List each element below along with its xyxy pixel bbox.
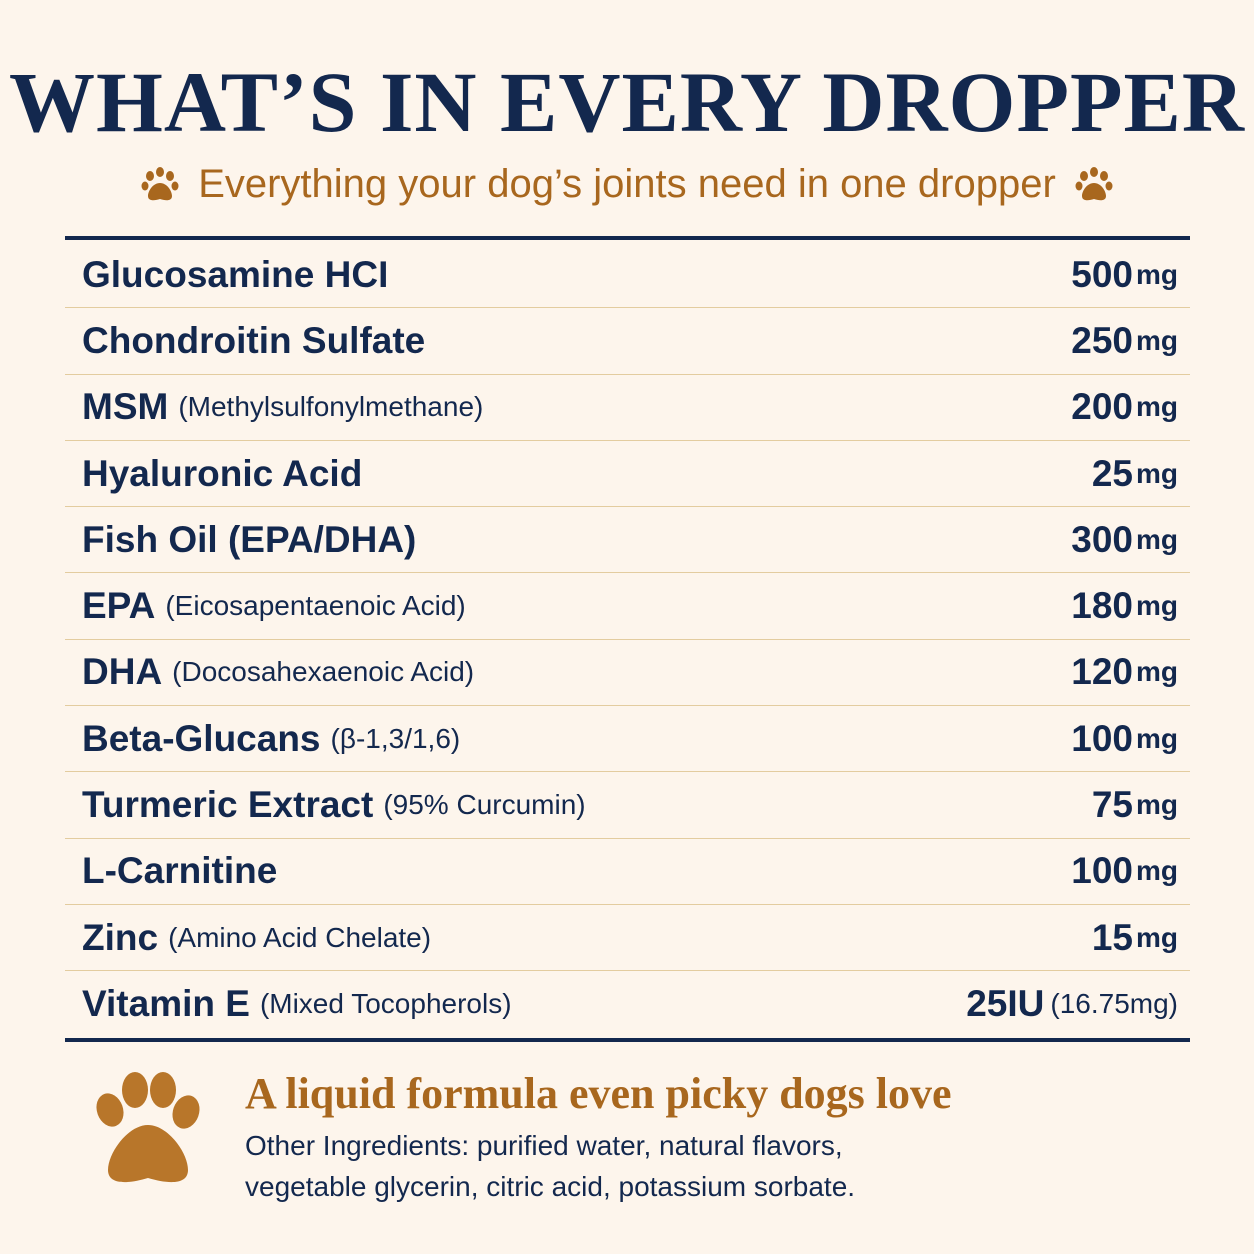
ingredient-unit: mg <box>1136 590 1178 622</box>
ingredient-amount: 25IU <box>966 983 1045 1025</box>
ingredient-unit: mg <box>1136 523 1178 555</box>
ingredient-name: Hyaluronic Acid <box>82 452 363 494</box>
footer-heading: A liquid formula even picky dogs love <box>245 1069 952 1118</box>
ingredient-amount: 500 <box>1071 253 1133 295</box>
top-rule <box>65 236 1190 240</box>
ingredient-name: Fish Oil (EPA/DHA) <box>82 518 417 560</box>
paw-icon <box>141 166 179 200</box>
ingredient-row: Turmeric Extract (95% Curcumin) 75 mg <box>65 772 1190 839</box>
ingredient-detail: (Eicosapentaenoic Acid) <box>165 590 466 622</box>
ingredient-row: MSM (Methylsulfonylmethane) 200 mg <box>65 375 1190 441</box>
ingredient-row: Vitamin E (Mixed Tocopherols) 25IU (16.75mg… <box>65 971 1190 1037</box>
ingredient-amount: 200 <box>1071 386 1133 428</box>
ingredient-row: Zinc (Amino Acid Chelate) 15 mg <box>65 905 1190 972</box>
ingredient-unit: mg <box>1136 324 1178 356</box>
ingredient-row: DHA (Docosahexaenoic Acid) 120 mg <box>65 640 1190 707</box>
ingredient-table: Glucosamine HCI 500 mg Chondroitin Sulfate 2… <box>65 242 1190 1038</box>
ingredient-row: Hyaluronic Acid 25 mg <box>65 441 1190 508</box>
ingredient-row: Glucosamine HCI 500 mg <box>65 242 1190 309</box>
footer-line: vegetable glycerin, citric acid, potassi… <box>245 1171 856 1202</box>
paw-logo <box>96 1072 200 1183</box>
ingredient-unit: mg <box>1136 258 1178 290</box>
ingredient-amount: 25 <box>1091 452 1133 494</box>
ingredient-amount: 15 <box>1091 916 1133 958</box>
ingredient-detail: (95% Curcumin) <box>383 789 586 821</box>
ingredient-detail: (Docosahexaenoic Acid) <box>172 656 475 688</box>
ingredient-row: Fish Oil (EPA/DHA) 300 mg <box>65 507 1190 574</box>
ingredient-name: MSM <box>82 386 169 428</box>
ingredient-unit: mg <box>1136 656 1178 688</box>
ingredient-unit: mg <box>1136 391 1178 423</box>
title: WHAT’S IN EVERY DROPPER <box>9 54 1245 150</box>
ingredient-name: EPA <box>82 585 156 627</box>
bottom-rule <box>65 1038 1190 1042</box>
ingredient-name: Vitamin E <box>82 983 250 1025</box>
ingredient-name: Zinc <box>82 916 159 958</box>
ingredient-amount: 300 <box>1071 518 1133 560</box>
ingredient-name: Chondroitin Sulfate <box>82 319 426 361</box>
ingredient-unit: mg <box>1136 855 1178 887</box>
ingredient-unit: mg <box>1136 457 1178 489</box>
ingredient-unit: (16.75mg) <box>1050 988 1178 1020</box>
subtitle: Everything your dog’s joints need in one… <box>198 162 1056 206</box>
ingredient-row: Chondroitin Sulfate 250 mg <box>65 308 1190 375</box>
ingredient-amount: 100 <box>1071 717 1133 759</box>
ingredient-detail: (β-1,3/1,6) <box>330 722 461 754</box>
ingredient-amount: 100 <box>1071 850 1133 892</box>
ingredient-name: Turmeric Extract <box>82 784 374 826</box>
ingredient-amount: 180 <box>1071 585 1133 627</box>
ingredient-amount: 250 <box>1071 319 1133 361</box>
ingredient-detail: (Amino Acid Chelate) <box>168 921 432 953</box>
ingredient-row: L-Carnitine 100 mg <box>65 839 1190 905</box>
ingredient-row: EPA (Eicosapentaenoic Acid) 180 mg <box>65 573 1190 640</box>
ingredient-name: DHA <box>82 651 163 693</box>
subtitle-row: Everything your dog’s joints need in one… <box>0 162 1254 207</box>
ingredient-name: L-Carnitine <box>82 850 278 892</box>
ingredient-name: Glucosamine HCI <box>82 253 389 295</box>
footer-line: Other Ingredients: purified water, natur… <box>245 1130 843 1161</box>
ingredient-name: Beta-Glucans <box>82 717 321 759</box>
ingredient-unit: mg <box>1136 722 1178 754</box>
ingredient-row: Beta-Glucans (β-1,3/1,6) 100 mg <box>65 706 1190 773</box>
paw-icon <box>1075 166 1113 200</box>
ingredient-unit: mg <box>1136 789 1178 821</box>
ingredient-unit: mg <box>1136 921 1178 953</box>
ingredient-amount: 120 <box>1071 651 1133 693</box>
ingredient-amount: 75 <box>1091 784 1133 826</box>
ingredient-detail: (Mixed Tocopherols) <box>259 988 512 1020</box>
ingredient-detail: (Methylsulfonylmethane) <box>178 391 484 423</box>
